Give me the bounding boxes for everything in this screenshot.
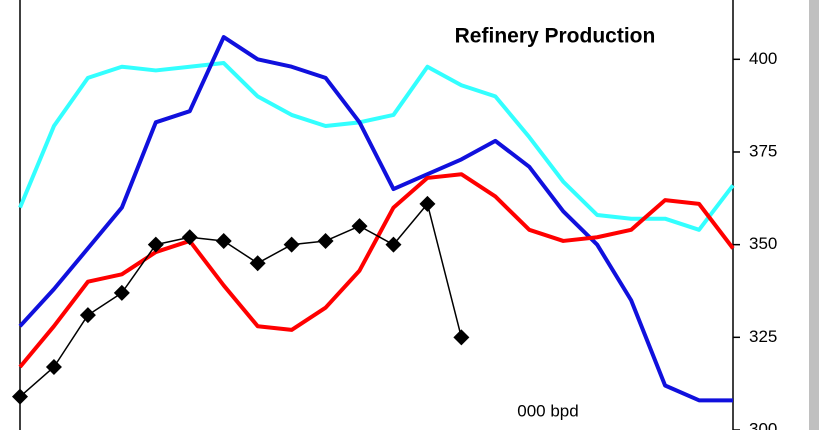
- y-tick-label: 350: [749, 234, 777, 253]
- point-marker: [45, 358, 62, 375]
- line-series: [18, 35, 733, 403]
- point-marker: [351, 218, 368, 235]
- point-marker: [215, 232, 232, 249]
- point-marker: [453, 329, 470, 346]
- point-marker: [317, 232, 334, 249]
- chart-title: Refinery Production: [455, 25, 656, 48]
- point-marker: [385, 236, 402, 253]
- point-marker: [113, 284, 130, 301]
- line-series: [18, 61, 735, 232]
- side-strip: [809, 0, 819, 430]
- point-marker: [12, 388, 28, 405]
- unit-annotation: 000 bpd: [517, 401, 578, 420]
- y-tick-label: 325: [749, 327, 777, 346]
- point-marker: [181, 229, 198, 246]
- point-marker: [147, 236, 164, 253]
- line-series: [18, 172, 735, 369]
- point-marker: [79, 307, 96, 324]
- y-tick-label: 400: [749, 49, 777, 68]
- point-marker: [249, 255, 266, 272]
- y-tick-label: 375: [749, 141, 777, 160]
- point-marker: [283, 236, 300, 253]
- y-tick-label: 300: [749, 419, 777, 430]
- point-marker: [419, 195, 436, 212]
- line-series: [19, 203, 463, 398]
